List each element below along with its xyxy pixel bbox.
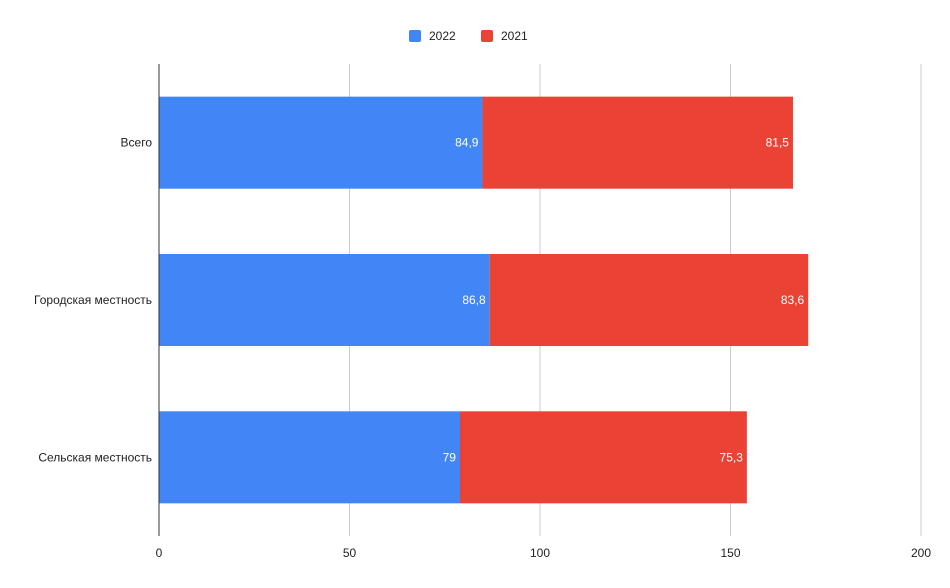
x-axis-tick-labels: 0 50 100 150 200 — [156, 546, 932, 560]
category-label: Всего — [121, 136, 153, 150]
data-label: 81,5 — [766, 136, 790, 150]
legend-swatch — [481, 30, 493, 42]
legend: 2022 2021 — [409, 29, 528, 43]
legend-swatch — [409, 30, 421, 42]
data-label: 83,6 — [781, 293, 805, 307]
data-label: 79 — [443, 450, 457, 464]
legend-label: 2021 — [501, 29, 528, 43]
category-labels: Всего Городская местность Сельская местнос… — [34, 136, 152, 465]
legend-item-2022[interactable]: 2022 — [409, 29, 456, 43]
legend-item-2021[interactable]: 2021 — [481, 29, 528, 43]
bar-2021 — [482, 96, 793, 189]
legend-label: 2022 — [429, 29, 456, 43]
data-labels: 84,9 81,5 86,8 83,6 79 75,3 — [443, 136, 805, 465]
x-tick-label: 200 — [911, 546, 931, 560]
category-label: Сельская местность — [38, 450, 152, 464]
category-label: Городская местность — [34, 293, 152, 307]
data-label: 86,8 — [462, 293, 486, 307]
data-label: 84,9 — [455, 136, 479, 150]
x-tick-label: 100 — [530, 546, 550, 560]
bars — [159, 96, 809, 504]
data-label: 75,3 — [720, 450, 744, 464]
x-tick-label: 50 — [343, 546, 357, 560]
bar-2022 — [159, 411, 460, 504]
x-tick-label: 0 — [156, 546, 163, 560]
bar-2022 — [159, 96, 483, 189]
bar-2021 — [459, 411, 747, 504]
bar-2021 — [489, 253, 809, 347]
bar-2022 — [159, 253, 490, 347]
x-tick-label: 150 — [720, 546, 740, 560]
